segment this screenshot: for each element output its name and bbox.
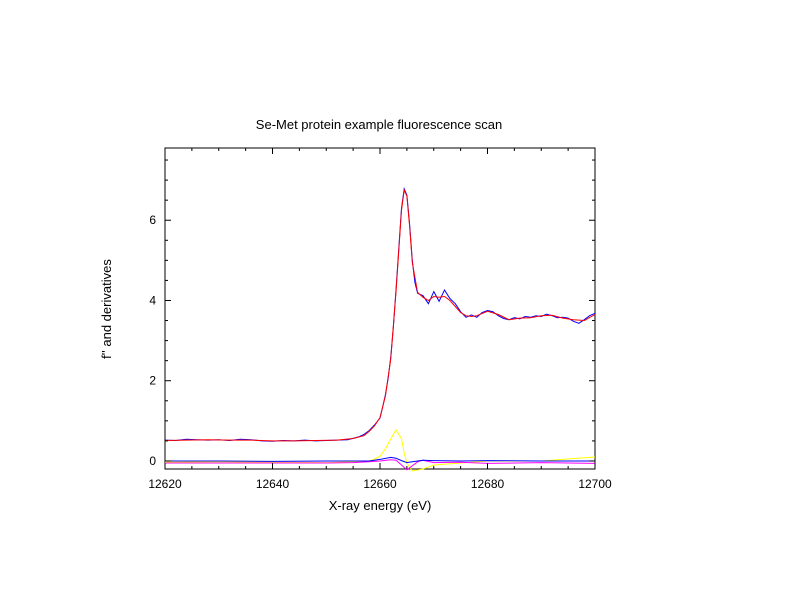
x-tick-label: 12620 bbox=[148, 477, 182, 491]
series-line-2 bbox=[164, 188, 596, 442]
series-line-1 bbox=[164, 187, 596, 442]
x-tick-label: 12660 bbox=[363, 477, 397, 491]
y-tick-label: 0 bbox=[149, 454, 156, 468]
plot-border bbox=[164, 147, 596, 470]
x-axis-label: X-ray energy (eV) bbox=[329, 498, 432, 513]
series-layer bbox=[164, 187, 596, 472]
x-tick-label: 12700 bbox=[578, 477, 612, 491]
x-tick-label: 12640 bbox=[256, 477, 290, 491]
series-line-3 bbox=[164, 428, 596, 472]
series-line-4 bbox=[165, 459, 596, 471]
x-tick-labels: 12620 12640 12660 12680 12700 bbox=[148, 477, 612, 491]
chart-title: Se-Met protein example fluorescence scan bbox=[256, 117, 502, 132]
series-line-5 bbox=[165, 456, 595, 464]
x-tick-label: 12680 bbox=[471, 477, 505, 491]
y-tick-label: 2 bbox=[149, 374, 156, 388]
y-tick-label: 4 bbox=[149, 293, 156, 307]
y-tick-labels: 0 2 4 6 bbox=[149, 213, 156, 468]
tick-marks bbox=[164, 148, 596, 469]
y-tick-label: 6 bbox=[149, 213, 156, 227]
plot-frame bbox=[164, 147, 596, 470]
y-axis-label: f'' and derivatives bbox=[99, 259, 114, 359]
